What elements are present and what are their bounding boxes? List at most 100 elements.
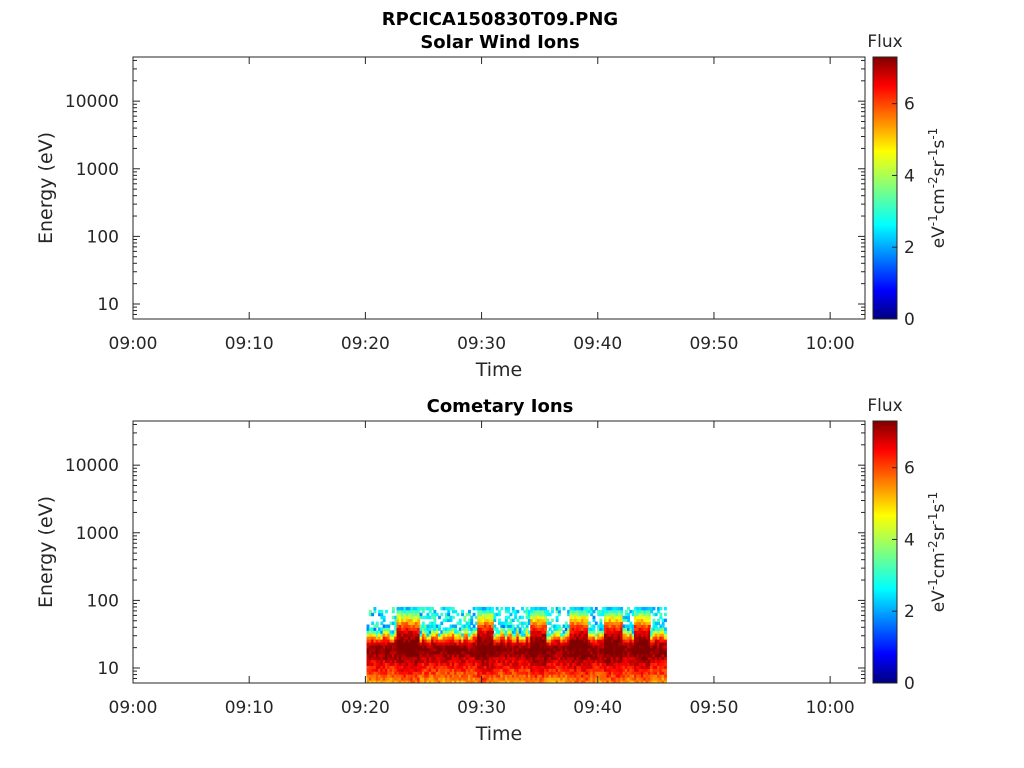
heatmap-cell — [606, 647, 610, 652]
heatmap-cell — [532, 668, 536, 672]
heatmap-cell — [530, 674, 534, 678]
heatmap-cell — [590, 680, 594, 684]
heatmap-cell — [585, 665, 589, 669]
heatmap-cell — [571, 644, 575, 649]
heatmap-cell — [426, 642, 430, 646]
colorbar-gradient — [872, 420, 898, 684]
heatmap-cell — [486, 609, 490, 614]
heatmap-cell — [509, 647, 513, 652]
heatmap-cell — [534, 677, 538, 681]
heatmap-cell — [507, 656, 511, 661]
heatmap-cell — [610, 671, 614, 675]
heatmap-cell — [396, 606, 400, 611]
heatmap-cell — [394, 653, 398, 658]
heatmap-cell — [652, 680, 656, 684]
heatmap-cell — [442, 639, 446, 643]
heatmap-cell — [654, 650, 658, 655]
heatmap-cell — [442, 653, 446, 658]
heatmap-cell — [428, 650, 432, 655]
heatmap-cell — [504, 618, 508, 623]
heatmap-cell — [567, 644, 571, 649]
heatmap-cell — [456, 639, 460, 643]
heatmap-cell — [463, 644, 467, 649]
heatmap-cell — [541, 647, 545, 652]
heatmap-cell — [458, 639, 462, 643]
heatmap-cell — [523, 621, 527, 625]
heatmap-cell — [523, 680, 527, 684]
heatmap-cell — [500, 674, 504, 678]
heatmap-cell — [440, 665, 444, 669]
heatmap-cell — [426, 653, 430, 658]
heatmap-cell — [421, 680, 425, 684]
heatmap-cell — [465, 662, 469, 666]
heatmap-cell — [597, 639, 601, 643]
heatmap-cell — [629, 647, 633, 652]
heatmap-cell — [620, 650, 624, 655]
heatmap-cell — [514, 677, 518, 681]
heatmap-cell — [617, 662, 621, 666]
heatmap-cell — [431, 621, 435, 625]
colorbar-unit-label: eV-1cm-2sr-1s-1 — [926, 492, 949, 613]
heatmap-cell — [599, 671, 603, 675]
heatmap-cell — [387, 647, 391, 652]
heatmap-cell — [574, 680, 577, 684]
heatmap-cell — [650, 633, 654, 637]
heatmap-cell — [414, 630, 418, 634]
heatmap-cell — [523, 639, 527, 643]
heatmap-cell — [366, 624, 370, 628]
heatmap-cell — [597, 650, 601, 655]
heatmap-cell — [613, 653, 617, 658]
heatmap-cell — [468, 627, 471, 631]
heatmap-cell — [387, 633, 391, 637]
heatmap-cell — [574, 647, 577, 652]
heatmap-cell — [507, 633, 511, 637]
heatmap-cell — [560, 674, 564, 678]
heatmap-cell — [631, 656, 635, 661]
heatmap-cell — [465, 639, 469, 643]
heatmap-cell — [620, 615, 624, 620]
heatmap-cell — [440, 653, 444, 658]
heatmap-cell — [650, 644, 654, 649]
heatmap-cell — [461, 668, 464, 672]
heatmap-cell — [530, 662, 534, 666]
heatmap-cell — [580, 633, 584, 637]
heatmap-cell — [479, 621, 483, 625]
heatmap-cell — [624, 680, 628, 684]
x-tick-label: 09:10 — [225, 698, 274, 718]
heatmap-cell — [661, 639, 665, 643]
heatmap-cell — [398, 627, 402, 631]
heatmap-cell — [532, 656, 536, 661]
heatmap-cell — [468, 674, 471, 678]
heatmap-cell — [629, 656, 633, 661]
heatmap-cell — [368, 659, 372, 664]
heatmap-cell — [521, 653, 524, 658]
heatmap-cell — [387, 659, 391, 664]
heatmap-cell — [435, 650, 439, 655]
heatmap-cell — [562, 662, 566, 666]
heatmap-cell — [661, 618, 665, 623]
heatmap-cell — [497, 668, 501, 672]
heatmap-cell — [537, 659, 541, 664]
heatmap-cell — [518, 659, 522, 664]
heatmap-cell — [447, 644, 451, 649]
heatmap-cell — [606, 612, 610, 617]
heatmap-cell — [562, 644, 566, 649]
heatmap-cell — [514, 644, 518, 649]
heatmap-cell — [615, 656, 619, 661]
heatmap-cell — [664, 680, 667, 684]
heatmap-cell — [384, 647, 388, 652]
heatmap-cell — [525, 606, 529, 611]
heatmap-cell — [620, 644, 624, 649]
heatmap-cell — [590, 642, 594, 646]
heatmap-cell — [569, 653, 573, 658]
heatmap-cell — [557, 624, 561, 628]
heatmap-cell — [419, 606, 423, 611]
x-tick-label: 09:30 — [457, 698, 506, 718]
heatmap-cell — [525, 621, 529, 625]
heatmap-cell — [414, 677, 418, 681]
heatmap-cell — [403, 680, 407, 684]
heatmap-cell — [659, 662, 663, 666]
heatmap-cell — [398, 680, 402, 684]
heatmap-cell — [617, 680, 621, 684]
heatmap-cell — [560, 662, 564, 666]
